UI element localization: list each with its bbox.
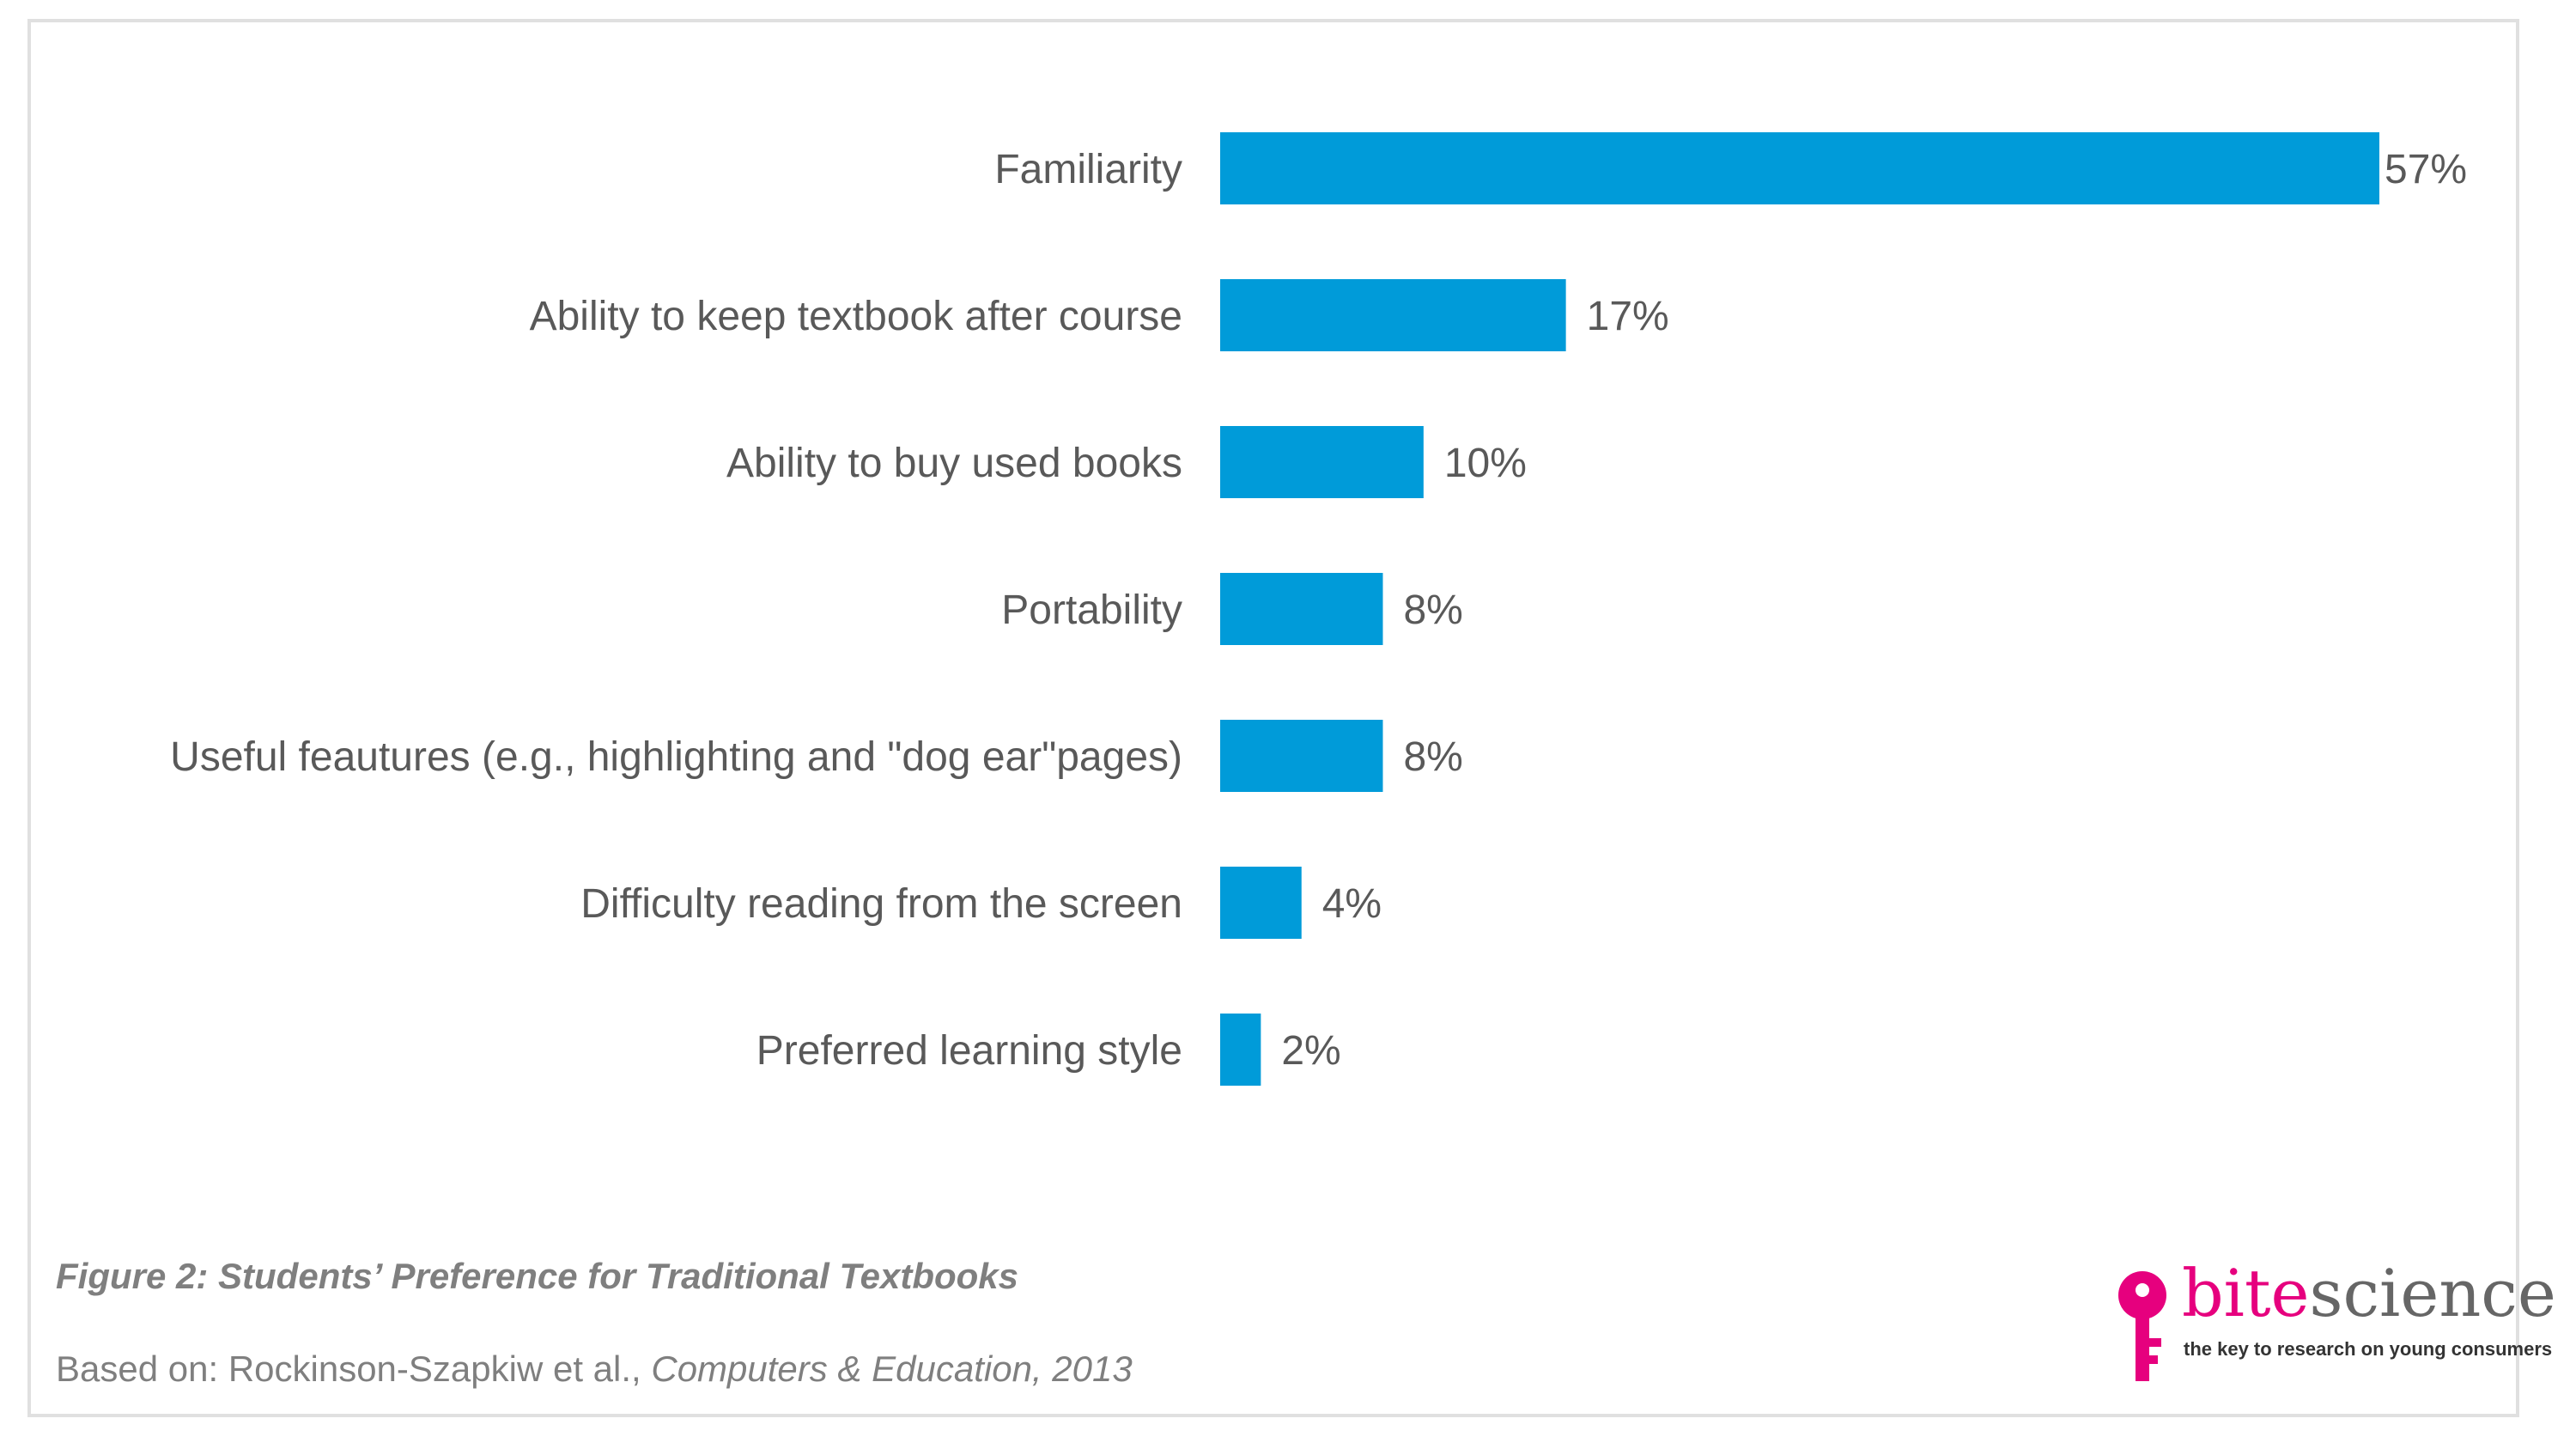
category-label-2: Ability to buy used books — [726, 441, 1182, 486]
bar-4 — [1220, 720, 1383, 792]
bitescience-logo: bitescience the key to research on young… — [2108, 1261, 2556, 1390]
value-label-0: 57% — [2385, 147, 2467, 192]
value-label-3: 8% — [1403, 588, 1462, 633]
category-label-5: Difficulty reading from the screen — [580, 881, 1182, 927]
value-label-1: 17% — [1587, 294, 1669, 339]
category-label-1: Ability to keep textbook after course — [530, 294, 1182, 339]
figure-caption: Figure 2: Students’ Preference for Tradi… — [56, 1256, 1018, 1296]
figure-frame — [27, 19, 2519, 1417]
value-label-5: 4% — [1322, 881, 1382, 927]
bar-1 — [1220, 279, 1566, 351]
bar-0 — [1220, 132, 2379, 204]
logo-wordmark: bitescience — [2182, 1261, 2556, 1326]
value-label-6: 2% — [1281, 1028, 1340, 1074]
bar-5 — [1220, 867, 1302, 939]
logo-word-science: science — [2309, 1255, 2556, 1331]
value-label-4: 8% — [1403, 734, 1462, 780]
bars-group — [1220, 132, 2379, 1086]
category-label-0: Familiarity — [994, 147, 1182, 192]
value-labels-group: 57% 17% 10% 8% 8% 4% 2% — [1281, 147, 2467, 1074]
value-label-2: 10% — [1444, 441, 1527, 486]
category-label-3: Portability — [1001, 588, 1182, 633]
category-labels-group: Familiarity Ability to keep textbook afte… — [170, 147, 1182, 1074]
category-label-4: Useful feautures (e.g., highlighting and… — [170, 734, 1182, 780]
logo-tagline: the key to research on young consumers — [2184, 1338, 2553, 1360]
logo-word-bite: bite — [2182, 1255, 2310, 1331]
bar-6 — [1220, 1014, 1261, 1086]
bar-2 — [1220, 426, 1424, 498]
bar-3 — [1220, 573, 1383, 645]
source-journal: Computers & Education, 2013 — [651, 1349, 1133, 1389]
source-prefix: Based on: Rockinson-Szapkiw et al., — [56, 1349, 652, 1389]
category-label-6: Preferred learning style — [756, 1028, 1182, 1074]
key-icon — [2118, 1271, 2166, 1381]
source-citation: Based on: Rockinson-Szapkiw et al., Comp… — [56, 1349, 1133, 1390]
